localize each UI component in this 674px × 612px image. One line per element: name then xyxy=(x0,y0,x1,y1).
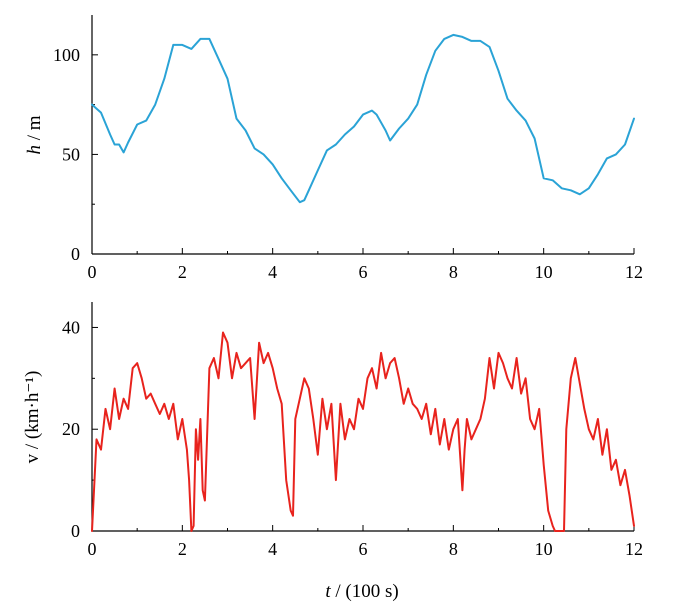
y-axis-title-bottom: v / (km·h⁻¹) xyxy=(22,371,43,464)
x-tick-label-top: 0 xyxy=(88,262,97,282)
x-tick-label-bottom: 12 xyxy=(625,539,643,559)
x-tick-label-top: 12 xyxy=(625,262,643,282)
y-tick-label-top: 0 xyxy=(71,244,80,264)
x-tick-label-top: 6 xyxy=(359,262,368,282)
y-tick-label-top: 50 xyxy=(62,144,80,164)
x-tick-label-top: 4 xyxy=(268,262,277,282)
y-tick-label-bottom: 0 xyxy=(71,521,80,541)
height-chart: 0 2 4 6 8 10 12 0 50 100 h / m xyxy=(24,15,643,282)
x-axis-title-bottom: t / (100 s) xyxy=(325,581,398,602)
x-tick-label-top: 10 xyxy=(535,262,553,282)
y-tick-label-bottom: 40 xyxy=(62,317,80,337)
y-ticks-top: 0 50 100 xyxy=(53,45,98,264)
y-axis-title-top: h / m xyxy=(24,115,45,154)
y-ticks-bottom: 0 20 40 xyxy=(62,317,98,541)
x-tick-label-bottom: 8 xyxy=(449,539,458,559)
x-tick-label-bottom: 2 xyxy=(178,539,187,559)
x-tick-label-bottom: 10 xyxy=(535,539,553,559)
y-tick-label-top: 100 xyxy=(53,45,80,65)
y-tick-label-bottom: 20 xyxy=(62,419,80,439)
x-tick-label-top: 2 xyxy=(178,262,187,282)
x-tick-label-bottom: 0 xyxy=(88,539,97,559)
speed-series-line xyxy=(91,331,635,532)
height-series-line xyxy=(91,33,635,204)
x-tick-label-bottom: 6 xyxy=(359,539,368,559)
x-tick-label-top: 8 xyxy=(449,262,458,282)
x-tick-label-bottom: 4 xyxy=(268,539,277,559)
speed-chart: 0 2 4 6 8 10 12 0 20 40 v / (km·h⁻¹) t / (100 s) xyxy=(22,302,643,602)
x-ticks-top: 0 2 4 6 8 10 12 xyxy=(88,248,643,282)
